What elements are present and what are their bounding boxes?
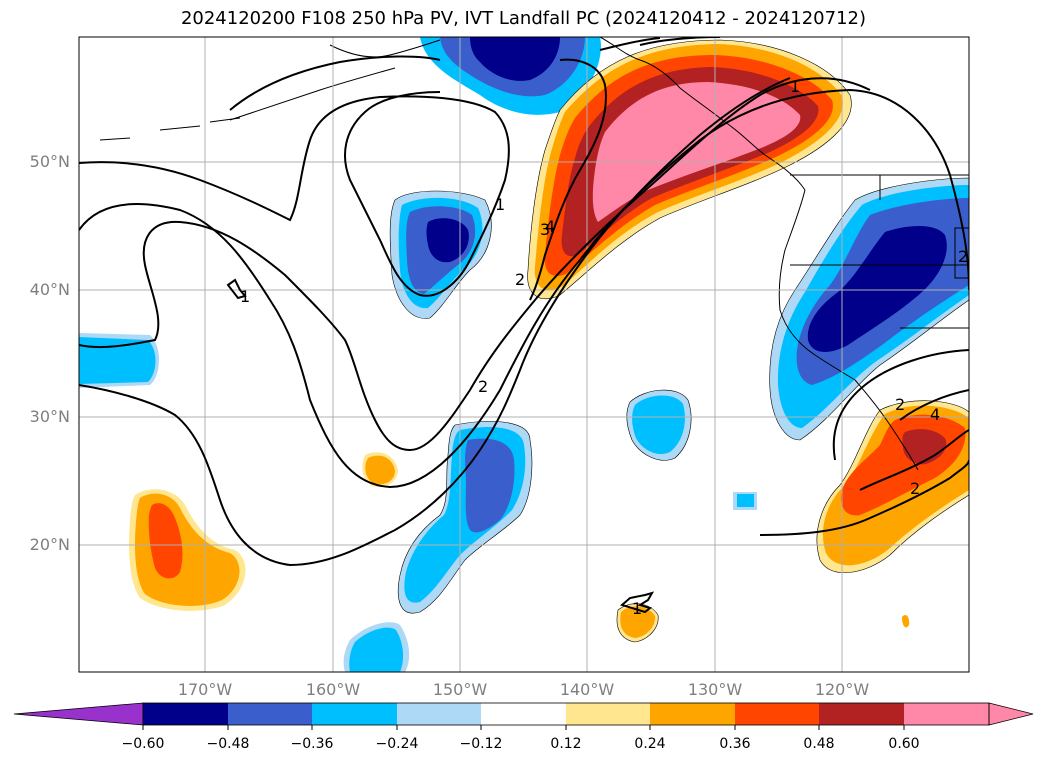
lat-tick: 30°N: [29, 407, 70, 426]
colorbar-segment: [481, 703, 566, 725]
map-title: 2024120200 F108 250 hPa PV, IVT Landfall…: [180, 8, 867, 29]
neg-anomaly-small: [626, 390, 757, 510]
pv-contours: [79, 37, 969, 614]
lat-tick: 20°N: [29, 535, 70, 554]
colorbar-extend-low: [13, 702, 144, 726]
coastlines: [99, 37, 969, 471]
neg-anomaly-south-band: [343, 421, 532, 672]
contour-labels: 1 1 2 3 2 4 1 1 2 2 2 4: [240, 77, 968, 618]
lon-tick: 170°W: [177, 680, 233, 699]
colorbar-segment: [650, 703, 735, 725]
colorbar-tick-label: −0.48: [206, 736, 250, 752]
colorbar-segment: [904, 703, 989, 725]
lon-tick: 120°W: [814, 680, 870, 699]
contour-label: 2: [895, 395, 905, 414]
contour-label: 2: [910, 479, 920, 498]
colorbar: [13, 702, 1034, 730]
colorbar-segment: [397, 703, 481, 725]
contour-label: 2: [478, 377, 488, 396]
contour-label: 4: [930, 405, 940, 424]
colorbar-tick-label: 0.12: [550, 736, 582, 752]
colorbar-segment: [735, 703, 819, 725]
lon-tick: 130°W: [687, 680, 743, 699]
neg-anomaly-north: [420, 37, 601, 115]
colorbar-segment: [228, 703, 312, 725]
lon-tick: 150°W: [432, 680, 488, 699]
colorbar-tick-label: 0.36: [719, 736, 751, 752]
colorbar-tick-label: −0.24: [375, 736, 419, 752]
colorbar-tick-label: −0.60: [121, 736, 165, 752]
lat-tick: 40°N: [29, 280, 70, 299]
neg-anomaly-east: [769, 178, 969, 440]
map-frame: [78, 36, 970, 673]
contour-label: 2: [958, 247, 968, 266]
colorbar-extend-high: [988, 702, 1034, 726]
colorbar-tick-label: 0.60: [888, 736, 920, 752]
graticule: [79, 37, 969, 672]
colorbar-segment: [819, 703, 904, 725]
anomaly-outlines: [389, 39, 969, 643]
contour-label: 1: [790, 77, 800, 96]
colorbar-segment: [312, 703, 397, 725]
pos-anomaly-southwest: [129, 489, 246, 611]
colorbar-tick-label: −0.36: [290, 736, 334, 752]
contour-label: 1: [495, 195, 505, 214]
pos-anomaly-small: [362, 452, 910, 642]
colorbar-tick-label: 0.24: [634, 736, 666, 752]
contour-label: 1: [632, 599, 642, 618]
colorbar-tick-label: −0.12: [459, 736, 503, 752]
lat-tick: 50°N: [29, 152, 70, 171]
colorbar-segment: [566, 703, 650, 725]
contour-label: 1: [240, 287, 250, 306]
map-area: 1 1 2 3 2 4 1 1 2 2 2 4: [79, 37, 969, 672]
colorbar-tick-label: 0.48: [803, 736, 835, 752]
contour-label: 2: [515, 270, 525, 289]
lon-tick: 160°W: [305, 680, 361, 699]
contour-label: 4: [545, 217, 555, 236]
neg-anomaly-center: [390, 191, 492, 319]
contour-label: 3: [540, 220, 550, 239]
lon-tick: 140°W: [559, 680, 615, 699]
colorbar-segment: [143, 703, 228, 725]
